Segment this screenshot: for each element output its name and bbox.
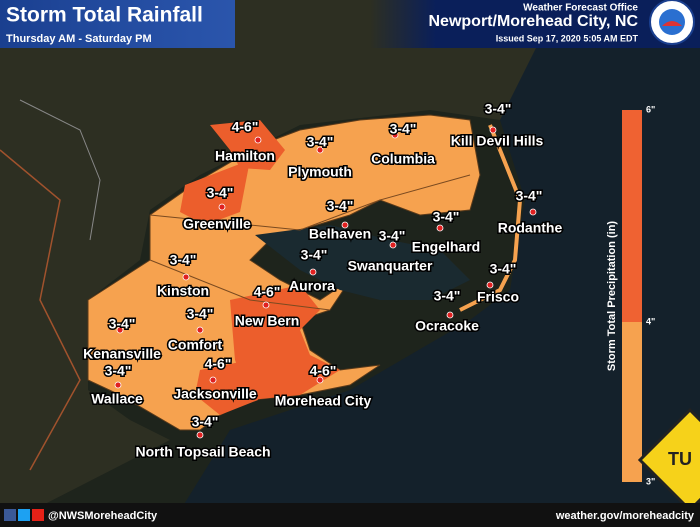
city-name: Engelhard [412,239,480,255]
city-dot [529,208,537,216]
website[interactable]: weather.gov/moreheadcity [555,510,695,522]
county-line [149,174,471,231]
city-name: Wallace [91,391,143,407]
city-dot [389,241,397,249]
rain-amount: 3-4" [434,288,461,304]
rain-amount: 4-6" [205,356,232,372]
city-name: North Topsail Beach [135,444,270,460]
legend-bar-low [622,322,642,482]
city-dot [341,221,349,229]
city-dot [391,131,399,139]
legend-tick-label: 6" [646,104,655,114]
city-name: New Bern [235,313,300,329]
legend-tick-label: 3" [646,476,655,486]
rain-4-6 [230,285,340,400]
inland [0,0,580,527]
nws-logo-mark [662,21,682,26]
city-name: Morehead City [275,393,372,409]
rain-amount: 3-4" [390,121,417,137]
city-name: Rodanthe [498,220,563,236]
rain-4-6 [210,120,285,170]
city-dot [254,136,262,144]
footer [0,503,700,527]
rain-amount: 3-4" [433,209,460,225]
rain-amount: 3-4" [301,247,328,263]
county-line [19,99,101,241]
legend-bar-high [622,110,642,322]
title: Storm Total Rainfall [6,4,203,27]
city-name: Plymouth [288,164,352,180]
city-name: Kenansville [83,346,161,362]
rain-amount: 3-4" [170,252,197,268]
sign-text: TU [668,449,692,469]
rain-amount: 3-4" [109,316,136,332]
city-name: Comfort [168,337,223,353]
rain-amount: 3-4" [490,261,517,277]
office-label: Weather Forecast Office [523,3,638,14]
city-dot [486,281,494,289]
city-dot [182,273,190,281]
rain-amount: 3-4" [379,228,406,244]
city-dot [316,376,324,384]
legend-title: Storm Total Precipitation (in) [606,221,618,371]
city-dot [116,326,124,334]
facebook-icon[interactable] [4,509,16,521]
cities: 4-6" Hamilton 3-4" Plymouth 3-4" Columbia 3-4"… [82,99,564,461]
city-name: Belhaven [309,226,371,242]
outer-banks [459,124,523,312]
city-dot [209,376,217,384]
subtitle: Thursday AM - Saturday PM [6,33,152,45]
rain-4-6 [195,360,258,415]
city-name: Hamilton [215,148,275,164]
city-name: Kill Devil Hills [451,133,544,149]
legend-tick-label: 4" [646,316,655,326]
rain-amount: 3-4" [187,306,214,322]
rain-4-6 [180,160,250,225]
city-name: Ocracoke [415,318,479,334]
city-name: Columbia [371,151,435,167]
legend-ticks: 6" 4" 3" [646,104,655,486]
office-banner [370,0,700,48]
city-dot [114,381,122,389]
city-dot [309,268,317,276]
city-dot [436,224,444,232]
city-dot [316,146,324,154]
rain-amount: 3-4" [327,198,354,214]
issued: Issued Sep 17, 2020 5:05 AM EDT [496,33,639,43]
rain-amount: 4-6" [254,284,281,300]
county-line [149,259,331,311]
city-name: Greenville [183,216,251,232]
city-dot [218,203,226,211]
city-name: Aurora [289,278,335,294]
city-name: Frisco [477,289,519,305]
city-dot [446,311,454,319]
sound [255,225,470,300]
youtube-icon[interactable] [32,509,44,521]
title-banner [0,0,235,48]
rain-amount: 3-4" [105,363,132,379]
county-line [0,149,81,471]
rain-amount: 4-6" [310,363,337,379]
city-name: Swanquarter [348,258,433,274]
city-name: Jacksonville [173,386,256,402]
rain-amount: 3-4" [207,185,234,201]
rain-amount: 3-4" [516,188,543,204]
city-dot [196,326,204,334]
office: Newport/Morehead City, NC [429,13,639,30]
city-dot [489,126,497,134]
city-dot [196,431,204,439]
city-dot [262,301,270,309]
rain-amount: 3-4" [192,414,219,430]
rain-amount: 3-4" [485,101,512,117]
twitter-icon[interactable] [18,509,30,521]
social-handle[interactable]: @NWSMoreheadCity [48,510,158,522]
ocean [170,0,700,527]
city-name: Kinston [157,283,209,299]
rain-amount: 4-6" [232,119,259,135]
rain-amount: 3-4" [307,134,334,150]
